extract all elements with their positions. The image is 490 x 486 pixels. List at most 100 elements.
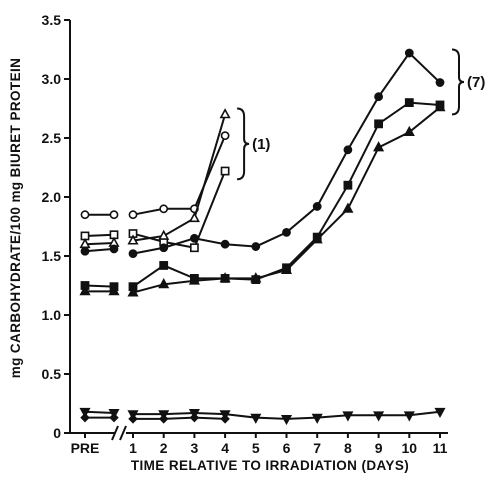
filled-down-triangle-marker — [311, 413, 323, 424]
filled-triangle-marker — [434, 101, 446, 112]
group-brackets: (1) (7) — [237, 48, 485, 181]
series-line — [132, 135, 227, 216]
x-tick-label: 11 — [433, 440, 448, 456]
group-label: (1) — [252, 136, 270, 153]
series-filled-circle — [80, 48, 445, 259]
filled-square-marker — [343, 180, 353, 190]
axis-break-mark — [111, 425, 119, 441]
x-tick-label: 6 — [283, 440, 291, 456]
filled-circle-marker — [282, 227, 291, 237]
y-tick-label: 0 — [53, 425, 61, 441]
filled-circle-marker — [128, 249, 138, 259]
open-triangle-marker — [188, 211, 200, 223]
filled-down-triangle-marker — [434, 407, 446, 419]
filled-circle-marker — [80, 246, 90, 256]
filled-diamond-marker — [128, 414, 138, 424]
x-tick-label: 3 — [191, 440, 199, 456]
filled-triangle-marker — [280, 263, 293, 275]
open-triangle-marker — [158, 229, 170, 240]
filled-circle-marker — [374, 92, 383, 102]
filled-square-marker — [159, 261, 169, 270]
series-line — [84, 233, 115, 237]
filled-down-triangle-marker — [403, 411, 415, 422]
y-axis-title: mg CARBOHYDRATE/100 mg BIURET PROTEIN — [8, 58, 23, 379]
y-tick-label: 3.5 — [42, 12, 62, 28]
filled-circle-marker — [189, 233, 199, 243]
open-circle-marker — [80, 210, 90, 220]
filled-circle-marker — [343, 145, 353, 155]
filled-triangle-marker — [342, 202, 354, 213]
y-tick-label: 3.0 — [42, 71, 62, 87]
group-label: (7) — [467, 74, 485, 91]
x-tick-label: 5 — [252, 440, 260, 456]
filled-triangle-marker — [127, 286, 139, 297]
filled-triangle-marker — [403, 125, 415, 136]
filled-diamond-marker — [158, 414, 169, 424]
open-circle-marker — [128, 210, 138, 220]
x-tick-label: 8 — [344, 440, 352, 456]
x-axis: PRE 1 2 3 4 5 6 7 8 9 10 11 — [70, 425, 448, 456]
filled-down-triangle-marker — [373, 411, 385, 422]
y-tick-label: 1.0 — [42, 307, 62, 323]
series-line — [84, 242, 115, 246]
series-filled-square — [80, 98, 445, 292]
filled-circle-marker — [220, 239, 230, 249]
x-axis-title: TIME RELATIVE TO IRRADIATION (DAYS) — [131, 458, 409, 473]
series-line — [84, 410, 115, 414]
series-line — [132, 114, 227, 242]
open-circle-marker — [220, 131, 230, 141]
group-bracket — [237, 107, 250, 181]
filled-triangle-marker — [108, 285, 120, 296]
series-line — [84, 284, 115, 288]
x-tick-label: 10 — [402, 440, 418, 456]
filled-triangle-marker — [158, 278, 170, 289]
x-tick-label: 9 — [375, 440, 383, 456]
open-triangle-marker — [219, 108, 231, 119]
filled-triangle-marker — [250, 272, 262, 283]
filled-circle-marker — [109, 244, 119, 254]
filled-circle-marker — [251, 242, 261, 251]
series-line — [133, 416, 226, 420]
series-filled-triangle — [79, 101, 446, 297]
filled-triangle-marker — [373, 141, 385, 152]
group-bracket — [451, 48, 465, 116]
series-line — [132, 101, 441, 288]
y-tick-label: 2.5 — [42, 130, 62, 146]
filled-diamond-marker — [220, 414, 230, 424]
filled-triangle-marker — [219, 272, 231, 283]
filled-triangle-marker — [311, 233, 323, 244]
filled-down-triangle-marker — [342, 411, 354, 422]
series-line — [84, 247, 115, 253]
open-triangle-marker — [127, 234, 139, 245]
filled-diamond-marker — [189, 412, 200, 423]
series-layer — [79, 48, 446, 426]
x-tick-label: 4 — [221, 440, 229, 456]
open-square-marker — [190, 243, 199, 253]
y-tick-label: 0.5 — [42, 366, 62, 382]
filled-down-triangle-marker — [79, 407, 91, 419]
filled-square-marker — [374, 119, 383, 129]
filled-square-marker — [404, 98, 414, 107]
y-axis: 0 0.5 1.0 1.5 2.0 2.5 3.0 3.5 — [42, 12, 71, 441]
x-tick-label: 1 — [129, 440, 137, 456]
open-square-marker — [220, 166, 230, 176]
open-circle-marker — [109, 210, 119, 220]
filled-diamond-marker — [80, 412, 90, 423]
filled-triangle-marker — [79, 285, 91, 296]
filled-circle-marker — [312, 202, 322, 211]
open-circle-marker — [159, 204, 169, 214]
filled-circle-marker — [404, 48, 414, 58]
x-tick-label: 2 — [160, 440, 168, 456]
series-filled-diamond — [80, 412, 230, 424]
filled-triangle-marker — [188, 274, 200, 285]
filled-down-triangle-marker — [280, 414, 293, 426]
open-triangle-marker — [79, 237, 91, 249]
x-tick-label: PRE — [71, 440, 100, 456]
filled-diamond-marker — [109, 412, 119, 423]
series-line — [132, 51, 441, 255]
series-open-triangle — [79, 108, 231, 249]
y-tick-label: 1.5 — [42, 248, 62, 264]
filled-circle-marker — [435, 78, 445, 87]
